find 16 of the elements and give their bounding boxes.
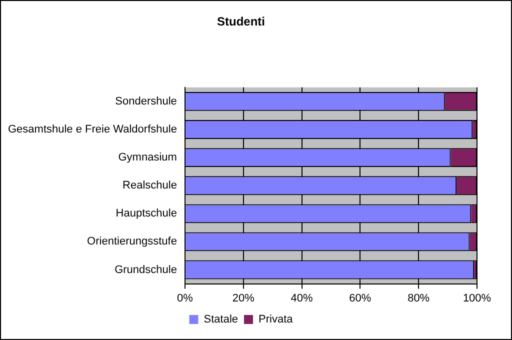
legend-label: Statale [204,314,238,326]
x-tick-label: 0% [176,292,194,304]
chart-title: Studenti [217,14,265,29]
y-tick-label: Sondershule [115,95,177,108]
y-tick-label: Hauptschule [116,208,177,220]
y-tick-label: Realschule [122,180,177,192]
y-tick-label: Gesamtshule e Freie Waldorfshule [8,124,177,136]
x-tick-label: 80% [408,292,430,304]
y-tick-label: Gymnasium [118,152,177,164]
x-tick-label: 20% [232,292,255,304]
y-tick-label: Orientierungsstufe [87,236,177,248]
y-tick-label: Grundschule [114,264,177,276]
x-tick-label: 40% [290,292,313,304]
x-tick-label: 100% [462,292,492,304]
legend-label: Privata [258,314,294,326]
x-tick-label: 60% [349,292,372,304]
